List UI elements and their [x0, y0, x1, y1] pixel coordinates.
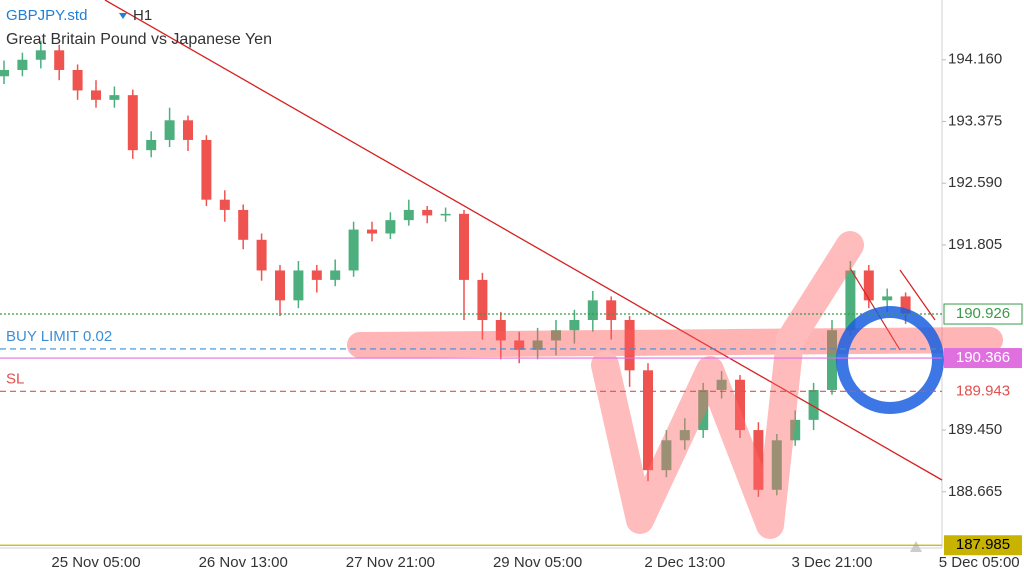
x-tick-label: 2 Dec 13:00 — [644, 554, 725, 571]
candle-body — [477, 279, 488, 320]
price-tag — [944, 535, 1022, 556]
description: Great Britain Pound vs Japanese Yen — [6, 31, 272, 48]
candle-body — [863, 270, 874, 301]
candle-body — [293, 270, 304, 301]
x-tick-label: 26 Nov 13:00 — [199, 554, 288, 571]
price-tag — [944, 348, 1022, 369]
candle-body — [532, 340, 543, 350]
x-tick-label: 27 Nov 21:00 — [346, 554, 435, 571]
candle-body — [127, 95, 138, 151]
x-tick-label: 3 Dec 21:00 — [792, 554, 873, 571]
candle-body — [551, 330, 561, 341]
candle-body — [624, 319, 635, 371]
candle-body — [109, 95, 120, 100]
trend-line — [104, 0, 943, 481]
price-tag — [943, 303, 1023, 325]
candle-body — [54, 50, 65, 70]
candle-body — [256, 239, 267, 271]
hand-drawing — [347, 231, 1003, 539]
candle-body — [827, 330, 837, 390]
y-tick-label: 191.805 — [948, 236, 1002, 253]
x-tick-label: 29 Nov 05:00 — [493, 554, 582, 571]
candle-body — [790, 419, 801, 441]
candle-body — [0, 69, 9, 77]
candle-body — [771, 440, 782, 490]
candle-body — [808, 389, 819, 420]
candle-body — [275, 270, 285, 301]
candle-body — [17, 59, 28, 70]
price-tag-label: 187.985 — [956, 536, 1010, 553]
candle-body — [330, 270, 341, 280]
scroll-marker[interactable] — [910, 541, 922, 552]
y-tick-label: 189.450 — [948, 421, 1002, 438]
candle-body — [661, 440, 672, 471]
candle-body — [183, 120, 193, 140]
candle-body — [459, 213, 469, 280]
y-tick-label: 193.375 — [948, 112, 1002, 129]
y-tick-label: 188.665 — [948, 483, 1002, 500]
x-tick-label: 25 Nov 05:00 — [51, 554, 140, 571]
plot-area — [0, 40, 911, 497]
candle-body — [495, 319, 506, 341]
hand-stroke — [347, 327, 1003, 358]
candle-body — [643, 370, 653, 471]
price-tag-label: 190.926 — [956, 305, 1010, 322]
level-name: SL — [6, 370, 24, 387]
hand-circle — [836, 306, 944, 414]
candle-body — [735, 379, 745, 431]
candle-body — [91, 90, 101, 100]
candle-body — [385, 220, 396, 234]
candle-body — [716, 379, 727, 390]
candle-body — [440, 213, 451, 216]
candle-body — [219, 199, 230, 210]
candle-body — [201, 139, 212, 200]
candle-body — [698, 389, 709, 431]
trend-line — [899, 269, 936, 321]
symbol[interactable]: GBPJPY.std — [6, 7, 87, 24]
candle-body — [367, 229, 377, 234]
candle-body — [238, 209, 249, 240]
y-tick-label: 194.160 — [948, 51, 1002, 68]
candle-body — [679, 430, 690, 441]
candle-body — [882, 296, 893, 301]
candle-body — [146, 139, 157, 151]
candle-body — [587, 300, 598, 320]
level-name: BUY LIMIT 0.02 — [6, 328, 112, 345]
timeframe[interactable]: H1 — [133, 7, 152, 24]
x-tick-label: 5 Dec 05:00 — [939, 554, 1020, 571]
candle-body — [403, 209, 414, 221]
y-tick-label: 192.590 — [948, 174, 1002, 191]
candle-body — [514, 340, 525, 350]
candle-body — [753, 430, 764, 490]
candle-body — [35, 50, 46, 60]
price-tag-label: 189.943 — [956, 382, 1010, 399]
dropdown-icon[interactable] — [119, 13, 127, 19]
candle-body — [422, 209, 433, 216]
price-tag-label: 190.366 — [956, 349, 1010, 366]
hand-stroke — [591, 231, 864, 539]
candle-body — [900, 296, 911, 314]
candle-body — [606, 300, 617, 320]
candle-body — [845, 270, 856, 331]
candle-body — [164, 120, 175, 140]
candle-body — [311, 270, 322, 280]
candle-body — [72, 69, 83, 91]
candle-body — [569, 319, 580, 331]
candle-body — [348, 229, 359, 271]
